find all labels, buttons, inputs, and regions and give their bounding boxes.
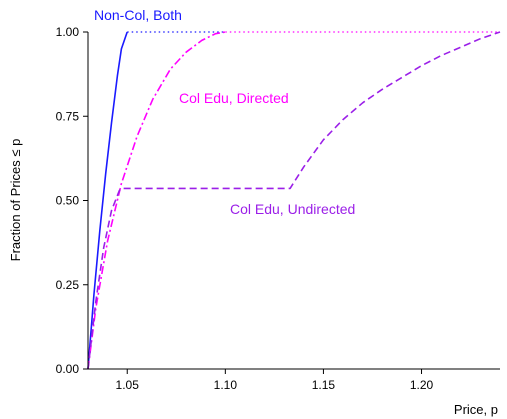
y-axis-label: Fraction of Prices ≤ p [8, 139, 23, 262]
y-tick-label: 0.50 [56, 194, 80, 208]
x-tick-label: 1.20 [410, 378, 434, 392]
annotation-col-edu-directed: Col Edu, Directed [179, 90, 289, 106]
series-line-non-col-both [87, 31, 128, 370]
y-tick-label: 0.00 [56, 362, 80, 376]
x-ticks: 1.05 1.10 1.15 1.20 [116, 369, 434, 392]
x-tick-label: 1.15 [312, 378, 336, 392]
y-ticks: 0.00 0.25 0.50 0.75 1.00 [56, 25, 88, 376]
y-tick-label: 1.00 [56, 25, 80, 39]
x-tick-label: 1.05 [116, 378, 140, 392]
series-layer [87, 31, 501, 370]
x-tick-label: 1.10 [214, 378, 238, 392]
y-tick-label: 0.75 [56, 109, 80, 123]
annotation-col-edu-undirected: Col Edu, Undirected [230, 201, 355, 217]
series-line-col-edu-directed [87, 31, 226, 370]
annotation-non-col-both: Non-Col, Both [94, 7, 182, 23]
x-axis-label: Price, p [454, 402, 498, 417]
y-tick-label: 0.25 [56, 278, 80, 292]
series-line-col-edu-undirected [87, 31, 501, 370]
